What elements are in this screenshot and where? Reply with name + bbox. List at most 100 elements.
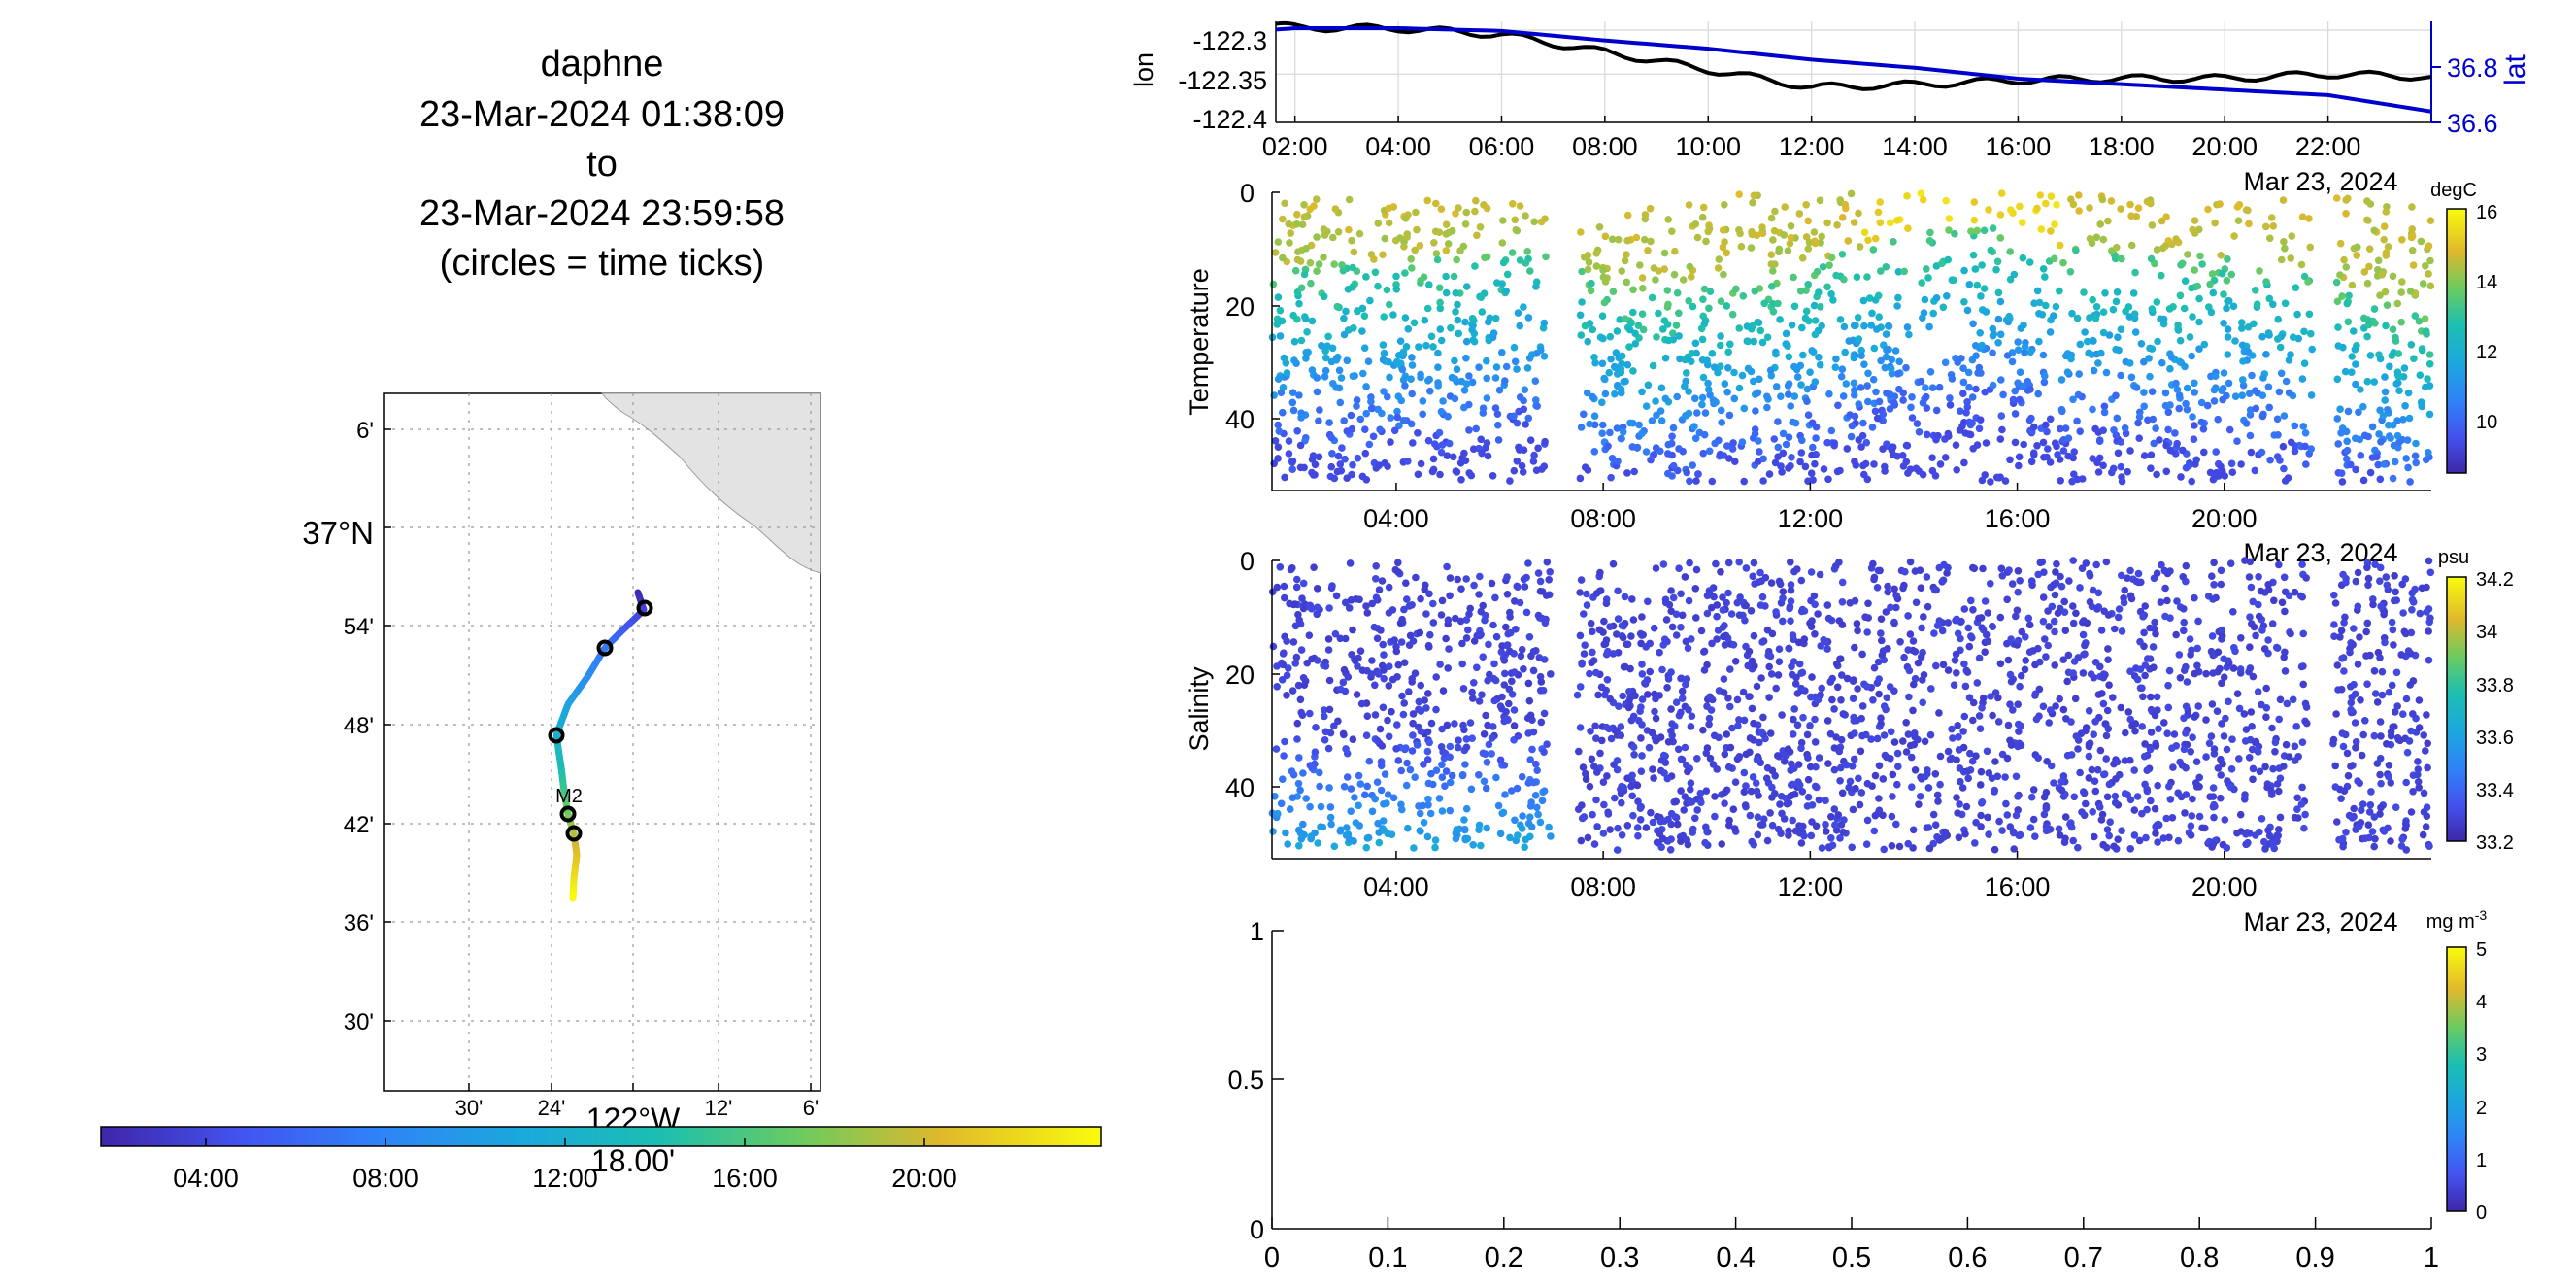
temperature-point: [1670, 270, 1679, 279]
temperature-point: [2301, 429, 2310, 437]
salinity-point: [2392, 803, 2400, 811]
salinity-point: [2001, 773, 2009, 781]
salinity-point: [1609, 559, 1618, 568]
temperature-point: [1675, 332, 1683, 340]
temperature-point: [1879, 410, 1888, 419]
salinity-point: [2283, 699, 2292, 708]
temperature-point: [1513, 458, 1522, 465]
salinity-point: [1629, 616, 1638, 624]
salinity-point: [1299, 579, 1308, 588]
salinity-point: [1583, 590, 1590, 598]
temperature-point: [1777, 462, 1785, 470]
temperature-point: [1970, 216, 1979, 224]
salinity-point: [1779, 594, 1787, 602]
salinity-point: [1882, 608, 1890, 616]
salinity-point: [2218, 679, 2225, 688]
temperature-point: [1774, 418, 1782, 425]
salinity-point: [1604, 810, 1613, 818]
salinity-point: [1522, 573, 1530, 582]
temperature-point: [2210, 397, 2219, 405]
salinity-point: [1532, 760, 1540, 768]
salinity-point: [1424, 690, 1432, 697]
temperature-point: [2042, 421, 2050, 429]
salinity-point: [2352, 744, 2359, 752]
temperature-x-tick: 04:00: [1363, 504, 1429, 533]
salinity-point: [2118, 627, 2126, 635]
salinity-point: [1517, 821, 1524, 829]
salinity-point: [1628, 771, 1636, 780]
salinity-point: [1379, 640, 1387, 649]
salinity-point: [1482, 711, 1489, 720]
temperature-point: [1959, 390, 1967, 398]
temperature-point: [2132, 384, 2141, 391]
temperature-point: [1913, 420, 1922, 427]
salinity-point: [2139, 693, 2147, 701]
salinity-point: [1931, 770, 1940, 778]
temperature-point: [1769, 308, 1778, 316]
salinity-point: [2085, 707, 2093, 715]
salinity-point: [1347, 807, 1355, 815]
salinity-point: [2032, 715, 2041, 724]
salinity-point: [1628, 595, 1636, 603]
temperature-point: [2183, 405, 2191, 414]
temperature-point: [1393, 407, 1401, 416]
temperature-point: [1623, 211, 1632, 220]
temperature-point: [2334, 342, 2343, 350]
temperature-point: [1472, 196, 1480, 205]
salinity-point: [1693, 755, 1701, 763]
salinity-point: [2034, 754, 2042, 762]
temperature-point: [2228, 468, 2237, 477]
salinity-point: [2007, 677, 2016, 686]
salinity-point: [1779, 617, 1787, 626]
temperature-point: [1498, 239, 1507, 247]
temperature-point: [2092, 233, 2101, 242]
temperature-point: [1959, 378, 1968, 387]
temperature-point: [1386, 300, 1393, 309]
temperature-point: [1801, 462, 1810, 471]
salinity-point: [1321, 712, 1328, 721]
temperature-point: [2418, 346, 2426, 355]
temperature-colorbar: [2446, 208, 2467, 474]
temperature-point: [2365, 245, 2374, 253]
salinity-point: [2076, 584, 2084, 592]
salinity-point: [1371, 711, 1380, 719]
salinity-colorbar-tick: 34.2: [2476, 569, 2514, 591]
temperature-point: [2338, 478, 2347, 486]
temperature-point: [2181, 277, 2190, 286]
temperature-point: [1825, 261, 1833, 270]
temperature-point: [1996, 234, 2005, 242]
salinity-point: [1437, 743, 1446, 751]
temperature-point: [1452, 308, 1459, 316]
temperature-point: [1376, 425, 1384, 434]
salinity-point: [1496, 756, 1505, 764]
salinity-point: [2281, 588, 2290, 596]
salinity-point: [1462, 804, 1471, 813]
position-x-tick: 04:00: [1365, 132, 1431, 161]
salinity-point: [2348, 814, 2357, 822]
temperature-point: [1723, 302, 1731, 310]
temperature-point: [2277, 255, 2286, 264]
salinity-point: [2143, 787, 2152, 796]
salinity-point: [1522, 608, 1531, 617]
salinity-point: [1808, 673, 1816, 681]
salinity-point: [1772, 608, 1780, 616]
salinity-point: [1731, 778, 1740, 786]
salinity-point: [1827, 834, 1835, 842]
salinity-point: [1422, 704, 1430, 712]
temperature-point: [2177, 473, 2185, 481]
salinity-point: [2291, 742, 2299, 751]
temperature-point: [1747, 244, 1756, 252]
salinity-point: [1392, 745, 1400, 753]
salinity-point: [2251, 738, 2259, 747]
salinity-point: [2342, 829, 2350, 836]
salinity-point: [1581, 641, 1589, 649]
temperature-point: [2424, 375, 2431, 383]
empty-x-tick: 0.8: [2180, 1242, 2219, 1273]
temperature-point: [1923, 404, 1931, 412]
temperature-point: [1881, 462, 1889, 471]
temperature-point: [1629, 367, 1637, 375]
salinity-point: [1578, 814, 1587, 823]
temperature-point: [2261, 222, 2270, 231]
temperature-point: [1452, 467, 1460, 475]
temperature-point: [2219, 467, 2226, 475]
